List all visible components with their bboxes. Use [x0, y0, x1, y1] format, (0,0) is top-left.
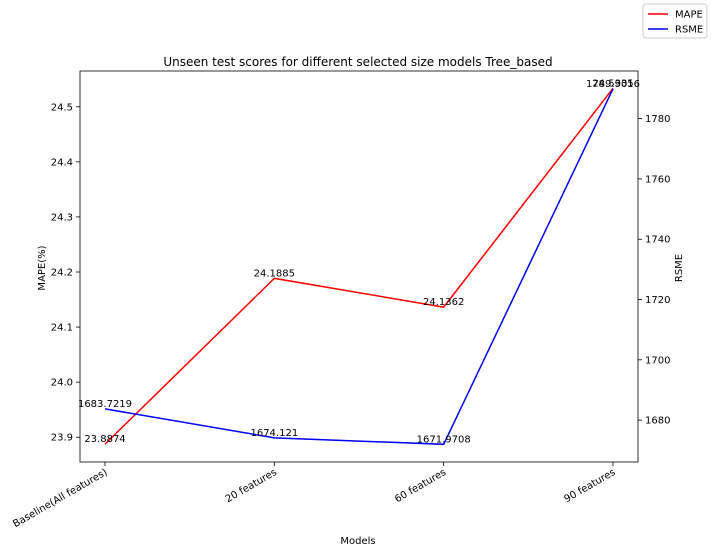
- data-label-rsme: 1671.9708: [417, 434, 471, 445]
- left-tick-label: 24.5: [51, 102, 73, 113]
- right-tick-label: 1680: [645, 416, 670, 427]
- data-label-rsme: 1674.121: [250, 428, 298, 439]
- right-tick-label: 1780: [645, 114, 670, 125]
- x-tick-label: 90 features: [562, 467, 617, 505]
- data-labels-layer: 23.8874 24.1885 24.1362 24.5335 1683.7219 167…: [78, 78, 640, 445]
- data-label-rsme: 1683.7219: [78, 399, 132, 410]
- data-label-mape: 24.1362: [423, 297, 464, 308]
- data-label-mape: 24.1885: [254, 268, 295, 279]
- left-y-axis-label: MAPE(%): [37, 245, 48, 290]
- data-label-mape: 23.8874: [84, 434, 125, 445]
- x-tick-label: Baseline(All features): [11, 467, 109, 530]
- x-axis-label: Models: [340, 536, 375, 547]
- legend-label-rsme: RSME: [675, 25, 703, 36]
- data-label-rsme: 1789.9016: [586, 79, 640, 90]
- series-line-rsme: [104, 88, 614, 446]
- plot-area: [79, 70, 639, 463]
- left-tick-label: 24.3: [51, 212, 73, 223]
- legend: MAPE RSME: [642, 3, 708, 39]
- right-tick-label: 1700: [645, 355, 670, 366]
- x-tick-label: 60 features: [393, 467, 448, 505]
- left-tick-label: 23.9: [51, 433, 73, 444]
- right-y-axis-label: RSME: [674, 254, 685, 282]
- left-tick-label: 24.0: [51, 378, 73, 389]
- left-tick-label: 24.4: [51, 157, 73, 168]
- right-tick-label: 1740: [645, 235, 670, 246]
- series-line-mape: [104, 87, 614, 445]
- legend-label-mape: MAPE: [675, 10, 703, 21]
- series-layer: [104, 87, 614, 446]
- data-label-mape: 24.5335: [592, 78, 633, 89]
- right-tick-label: 1720: [645, 295, 670, 306]
- x-axis: Baseline(All features) 20 features 60 feat…: [11, 462, 618, 530]
- chart-title: Unseen test scores for different selecte…: [163, 55, 552, 69]
- left-tick-label: 24.2: [51, 268, 73, 279]
- right-y-axis: 1680 1700 1720 1740 1760 1780: [638, 114, 670, 427]
- right-tick-label: 1760: [645, 174, 670, 185]
- x-tick-label: 20 features: [224, 467, 279, 505]
- left-tick-label: 24.1: [51, 323, 73, 334]
- plot-frame: [79, 70, 639, 463]
- left-y-axis: 23.9 24.0 24.1 24.2 24.3 24.4 24.5: [51, 102, 80, 444]
